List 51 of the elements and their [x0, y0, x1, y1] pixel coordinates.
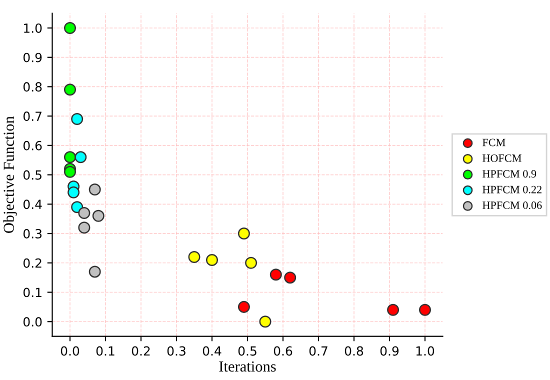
point [284, 272, 296, 284]
x-axis-title: Iterations [219, 361, 276, 372]
x-tick-label: 0.2 [132, 346, 150, 356]
y-tick-label: 0.3 [23, 229, 42, 238]
point [68, 186, 80, 198]
x-tick-label: 0.0 [60, 346, 80, 356]
point [387, 304, 400, 316]
point [78, 222, 90, 234]
x-tick-label: 0.7 [309, 346, 328, 356]
point [188, 251, 200, 264]
y-tick-label: 0.8 [23, 82, 42, 92]
point [64, 151, 76, 164]
y-axis-title: Objective Function [3, 116, 18, 233]
point [78, 206, 90, 219]
x-tick-label: 0.5 [238, 346, 256, 356]
y-tick-label: 0.4 [23, 200, 42, 210]
point [64, 22, 76, 34]
x-tick-label: 0.4 [202, 346, 222, 356]
x-tick-label: 0.3 [167, 346, 186, 356]
point [88, 183, 101, 196]
legend-label: HPFCM 0.9 [482, 170, 536, 178]
y-tick-label: 0.5 [23, 170, 42, 180]
y-tick-label: 0.2 [23, 258, 42, 268]
point [206, 254, 218, 266]
point [238, 300, 250, 313]
y-tick-label: 0.1 [23, 288, 42, 298]
point [71, 113, 84, 126]
y-tick-label: 1.0 [24, 23, 42, 33]
legend-label: FCM [482, 138, 506, 146]
point [238, 228, 250, 240]
point [64, 84, 76, 96]
point [245, 256, 258, 269]
point [64, 166, 76, 178]
y-tick-label: 0.6 [23, 140, 42, 150]
point [92, 210, 104, 222]
x-tick-label: 0.8 [344, 346, 364, 356]
point [259, 316, 272, 328]
x-tick-label: 1.0 [416, 346, 434, 356]
x-tick-label: 0.9 [380, 346, 399, 356]
point [74, 151, 87, 164]
legend-label: HOFCM [482, 154, 522, 162]
y-tick-label: 0.7 [23, 112, 42, 121]
point [418, 304, 432, 316]
y-tick-label: 0.9 [23, 52, 42, 62]
legend-label: HPFCM 0.06 [482, 202, 542, 210]
x-tick-label: 0.6 [274, 346, 292, 356]
x-tick-label: 0.1 [96, 346, 114, 356]
point [270, 268, 282, 281]
point [88, 266, 101, 278]
legend-label: HPFCM 0.22 [482, 186, 542, 194]
y-tick-label: 0.0 [23, 317, 42, 327]
